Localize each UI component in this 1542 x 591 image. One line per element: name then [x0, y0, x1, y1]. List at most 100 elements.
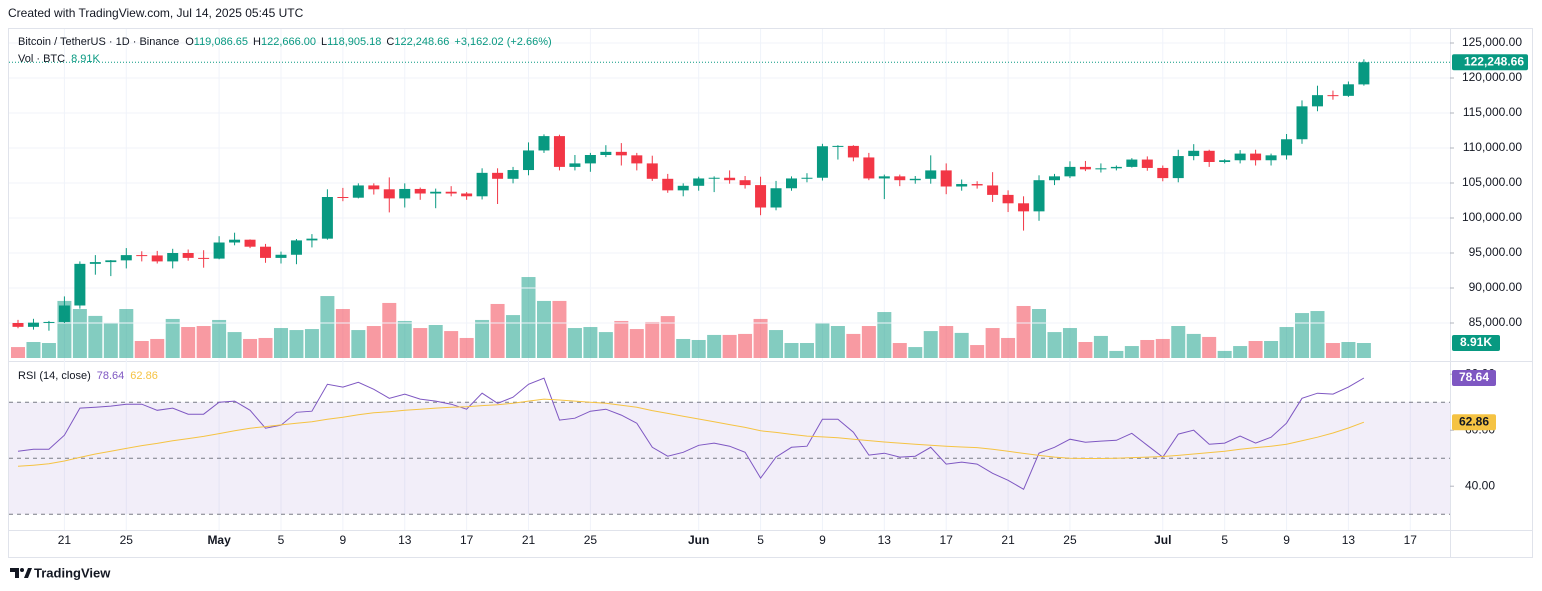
candle-body: [492, 172, 504, 179]
x-tick-label: 5: [757, 533, 764, 547]
volume-bar: [119, 309, 134, 358]
volume-bar: [861, 326, 876, 358]
volume-bar: [614, 320, 629, 358]
volume-bar: [583, 327, 598, 358]
volume-bar: [289, 330, 304, 358]
candle-body: [631, 155, 643, 164]
candle-body: [1250, 153, 1262, 161]
volume-bar: [212, 319, 227, 358]
legend-change: +3,162.02 (+2.66%): [454, 36, 551, 48]
volume-bar: [815, 322, 830, 358]
volume-bar: [1078, 342, 1093, 358]
candle-body: [461, 193, 473, 197]
x-tick-label: Jul: [1154, 533, 1171, 547]
candle-body: [894, 176, 906, 181]
volume-value: 8.91K: [71, 53, 100, 65]
candle-body: [1095, 168, 1107, 170]
rsi-label: 78.64: [1459, 370, 1489, 384]
volume-bar: [134, 340, 149, 358]
brand: TradingView: [34, 565, 111, 580]
last-price-label: 122,248.66: [1464, 54, 1524, 68]
volume-bar: [11, 347, 25, 358]
volume-bar: [413, 328, 428, 358]
volume-bar: [722, 334, 737, 358]
candle-body: [1234, 153, 1246, 161]
candle-body: [136, 255, 148, 257]
volume-bar: [382, 302, 397, 358]
candle-body: [151, 255, 163, 262]
volume-bar: [1109, 350, 1124, 358]
candle-body: [198, 257, 210, 259]
candle-body: [1048, 176, 1060, 181]
y-tick-label: 125,000.00: [1462, 35, 1522, 49]
x-tick-label: 17: [940, 533, 954, 547]
legend-key: L: [321, 36, 327, 48]
candle-body: [1311, 95, 1323, 107]
candle-body: [27, 322, 39, 327]
legend-value: 122,666.00: [261, 36, 316, 48]
candle-body: [1079, 166, 1091, 170]
x-tick-label: 5: [1221, 533, 1228, 547]
candle-body: [693, 178, 705, 186]
candle-body: [569, 163, 581, 167]
volume-bar: [1093, 335, 1108, 358]
legend-key: C: [386, 36, 394, 48]
candle-body: [321, 197, 333, 239]
rsi-box: [1452, 414, 1496, 431]
candle-body: [971, 184, 983, 186]
candle-body: [290, 240, 302, 255]
volume-bar: [738, 333, 753, 358]
candle-body: [1126, 159, 1138, 167]
frame: [8, 28, 1533, 558]
candle-body: [105, 260, 117, 263]
created-note: Created with TradingView.com, Jul 14, 20…: [8, 6, 304, 20]
volume-bar: [320, 296, 335, 358]
volume-bar: [1233, 346, 1248, 358]
volume-bar: [1279, 327, 1294, 358]
volume-bar: [753, 318, 768, 358]
candle-body: [1033, 180, 1045, 212]
volume-bar: [258, 337, 273, 358]
volume-bar: [1140, 339, 1155, 358]
volume-bar: [181, 327, 196, 358]
x-tick-label: 9: [340, 533, 347, 547]
volume-bar: [939, 326, 954, 358]
candle-body: [940, 170, 952, 187]
volume-bar: [877, 312, 892, 358]
candle-body: [1342, 84, 1354, 96]
volume-bar: [459, 337, 474, 358]
candle-body: [12, 323, 24, 327]
volume-bar: [1217, 350, 1232, 358]
candle-body: [1188, 150, 1200, 157]
volume-bar: [799, 343, 814, 358]
x-tick-label: 9: [1283, 533, 1290, 547]
candle-body: [383, 189, 395, 199]
volume-bar: [150, 338, 165, 358]
volume-bar: [72, 309, 87, 358]
legend-value: 119,086.65: [194, 36, 248, 48]
y-tick-label: 85,000.00: [1469, 315, 1523, 329]
x-tick-label: 21: [1001, 533, 1015, 547]
volume-bar: [165, 318, 180, 358]
plot-layer: 21 25 May 5 9 13 17 21 25 Jun 5 9 13 17 21 25 Jul 5 9 13 17 8…: [9, 29, 1528, 547]
candle-body: [352, 185, 364, 198]
x-tick-label: 13: [398, 533, 412, 547]
x-tick-label: 5: [278, 533, 285, 547]
candle-body: [244, 239, 256, 247]
volume-bar: [707, 334, 722, 358]
y-tick-label: 100,000.00: [1462, 210, 1522, 224]
y-tick-label: 105,000.00: [1462, 175, 1522, 189]
candle-body: [1219, 160, 1231, 162]
volume-bar: [1295, 313, 1310, 358]
candle-body: [213, 242, 225, 259]
candle-body: [909, 178, 921, 181]
rsi-title: RSI (14, close): [18, 370, 91, 382]
x-tick-label: May: [207, 533, 231, 547]
candle-body: [1203, 150, 1215, 162]
volume-bar: [830, 326, 845, 358]
candle-body: [1141, 159, 1153, 168]
volume-bar: [552, 300, 567, 358]
volume-bar: [444, 331, 459, 358]
candle-body: [507, 170, 519, 179]
